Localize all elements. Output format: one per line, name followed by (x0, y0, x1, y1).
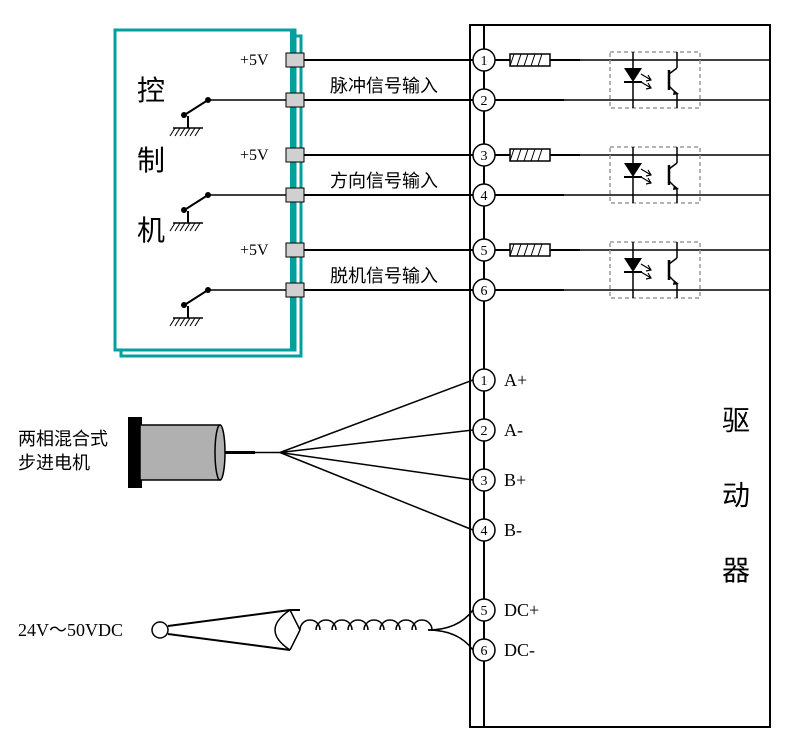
svg-text:6: 6 (481, 284, 488, 299)
svg-text:步进电机: 步进电机 (18, 453, 90, 473)
svg-text:B+: B+ (504, 470, 526, 490)
svg-text:脱机信号输入: 脱机信号输入 (330, 266, 438, 286)
svg-text:6: 6 (481, 644, 488, 659)
svg-text:24V～50VDC: 24V～50VDC (18, 620, 123, 640)
svg-text:1: 1 (481, 374, 488, 389)
svg-text:两相混合式: 两相混合式 (18, 429, 108, 449)
svg-text:5: 5 (481, 244, 488, 259)
svg-text:+5V: +5V (240, 242, 269, 259)
svg-text:2: 2 (481, 94, 488, 109)
svg-text:DC-: DC- (504, 640, 535, 660)
svg-text:1: 1 (481, 54, 488, 69)
svg-text:DC+: DC+ (504, 600, 539, 620)
svg-text:+5V: +5V (240, 52, 269, 69)
svg-text:控: 控 (137, 75, 165, 107)
svg-text:2: 2 (481, 424, 488, 439)
svg-text:A+: A+ (504, 370, 527, 390)
svg-text:A-: A- (504, 420, 523, 440)
svg-text:+5V: +5V (240, 147, 269, 164)
svg-text:制: 制 (137, 145, 165, 177)
svg-text:3: 3 (481, 474, 488, 489)
svg-text:驱: 驱 (722, 406, 750, 437)
svg-text:机: 机 (137, 215, 165, 247)
svg-text:3: 3 (481, 149, 488, 164)
wiring-diagram: 控制机 +5V +5V +5V 驱动器 1 2 3 4 5 6 脉冲信号输入方向信号输入脱机信号输入两… (0, 0, 787, 731)
svg-text:脉冲信号输入: 脉冲信号输入 (330, 76, 438, 96)
svg-text:动: 动 (722, 481, 750, 512)
svg-text:方向信号输入: 方向信号输入 (330, 171, 438, 191)
svg-text:器: 器 (722, 556, 750, 587)
svg-text:5: 5 (481, 604, 488, 619)
svg-text:B-: B- (504, 520, 522, 540)
svg-text:4: 4 (481, 524, 488, 539)
svg-text:4: 4 (481, 189, 488, 204)
